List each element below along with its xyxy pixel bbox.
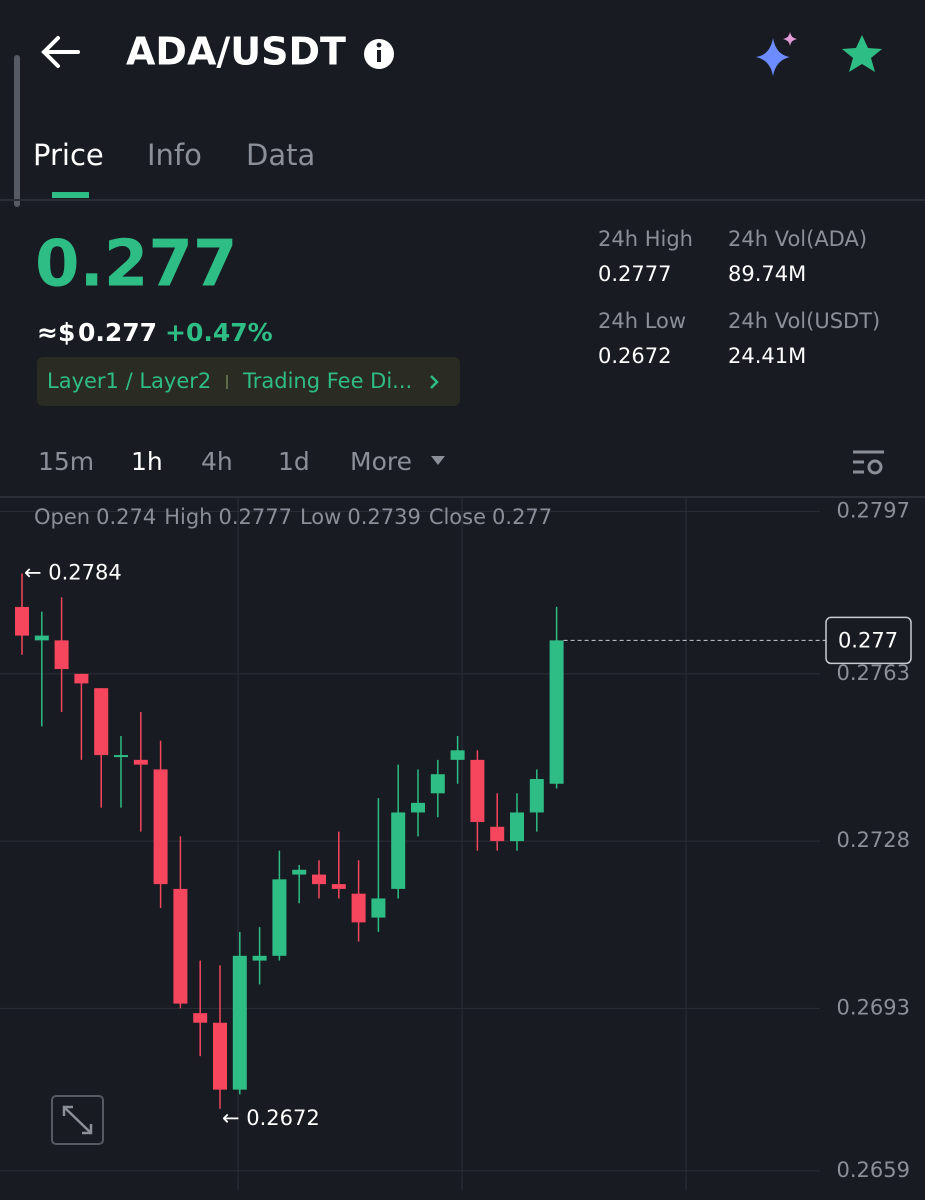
candle-body (133, 759, 148, 765)
tag-separator (226, 375, 228, 389)
chart-settings[interactable] (853, 450, 884, 475)
dropdown-caret (431, 456, 445, 465)
candle-body (292, 869, 307, 875)
candle-body (351, 893, 366, 923)
ohlc-value: 0.2739 (347, 505, 420, 529)
candle-body (331, 884, 346, 889)
low-annotation: ← 0.2672 (222, 1106, 320, 1130)
usd-price: 0.277 (78, 318, 157, 347)
stat-label: 24h Vol(USDT) (728, 309, 880, 333)
tag[interactable]: Trading Fee Di... (242, 369, 412, 393)
scrollbar (14, 55, 20, 207)
candle-body (490, 826, 505, 842)
interval[interactable]: 4h (201, 447, 233, 476)
stat-value: 0.2672 (598, 344, 671, 368)
candle-body (510, 812, 524, 842)
candle-body (430, 774, 445, 794)
last-price-label: 0.277 (838, 628, 898, 652)
candle-body (15, 606, 29, 636)
expand-button[interactable] (51, 1095, 104, 1145)
ohlc-legend: Open 0.274 High 0.2777 Low 0.2739 Close 0.277 (34, 505, 552, 529)
tag-chevron (430, 375, 439, 389)
tag[interactable]: Layer1 / Layer2 (47, 369, 211, 393)
interval[interactable]: 15m (38, 447, 94, 476)
stat-label: 24h Vol(ADA) (728, 227, 867, 251)
candle-body (272, 879, 287, 956)
stat-value: 0.2777 (598, 262, 671, 286)
ohlc-label: High (164, 505, 212, 529)
ohlc-label: Low (300, 505, 341, 529)
candle-body (94, 688, 109, 756)
high-annotation: ← 0.2784 (24, 560, 122, 584)
candle-body (411, 802, 425, 813)
price-change: +0.47% (165, 318, 273, 347)
stat-value: 24.41M (728, 344, 806, 368)
candle-body (232, 955, 247, 1090)
last-price: 0.277 (35, 228, 237, 302)
candle-body (74, 673, 89, 684)
candle-body (54, 640, 69, 670)
ohlc-value: 0.2777 (218, 505, 291, 529)
candle-body (371, 898, 386, 918)
ohlc-label: Close (429, 505, 486, 529)
stat-label: 24h High (598, 227, 693, 251)
pair-title: ADA/USDT (126, 30, 346, 74)
interval[interactable]: 1d (278, 447, 310, 476)
candle-body (173, 888, 188, 1004)
ohlc-value: 0.274 (96, 505, 156, 529)
candle-body (114, 755, 128, 758)
candle-body (34, 635, 49, 641)
y-tick-label: 0.2693 (837, 995, 910, 1019)
candle-body (470, 759, 485, 822)
interval[interactable]: More (350, 447, 412, 476)
ohlc-label: Open (34, 505, 90, 529)
tab-indicator (52, 192, 89, 198)
interval[interactable]: 1h (131, 447, 163, 476)
tag-box[interactable] (37, 357, 460, 406)
candle-body (213, 1022, 227, 1090)
candle-body (252, 955, 267, 961)
tab[interactable]: Data (246, 138, 315, 172)
candle-body (153, 769, 168, 885)
last-price-tag (825, 616, 912, 665)
stat-label: 24h Low (598, 309, 686, 333)
ai-icon[interactable] (756, 32, 797, 76)
tab[interactable]: Price (33, 138, 104, 172)
candle-body (193, 1013, 208, 1023)
candle-body (549, 640, 564, 784)
stat-value: 89.74M (728, 262, 806, 286)
back-button[interactable] (41, 36, 80, 68)
candle-body (529, 778, 544, 813)
y-tick-label: 0.2797 (837, 498, 910, 522)
tab[interactable]: Info (147, 138, 202, 172)
candle-body (450, 750, 465, 760)
candlestick-chart: 0.2659 0.2693 0.2728 0.2763 0.2797 ← 0.2784 ← … (0, 498, 912, 1182)
y-tick-label: 0.2763 (837, 661, 910, 685)
ohlc-value: 0.277 (492, 505, 552, 529)
usd-prefix: ≈$ (37, 318, 75, 347)
y-tick-label: 0.2728 (837, 828, 910, 852)
candle-body (312, 874, 326, 885)
y-tick-label: 0.2659 (837, 1158, 910, 1182)
info-icon[interactable] (364, 39, 394, 69)
favorite-star[interactable] (842, 35, 882, 72)
candle-body (391, 812, 406, 889)
